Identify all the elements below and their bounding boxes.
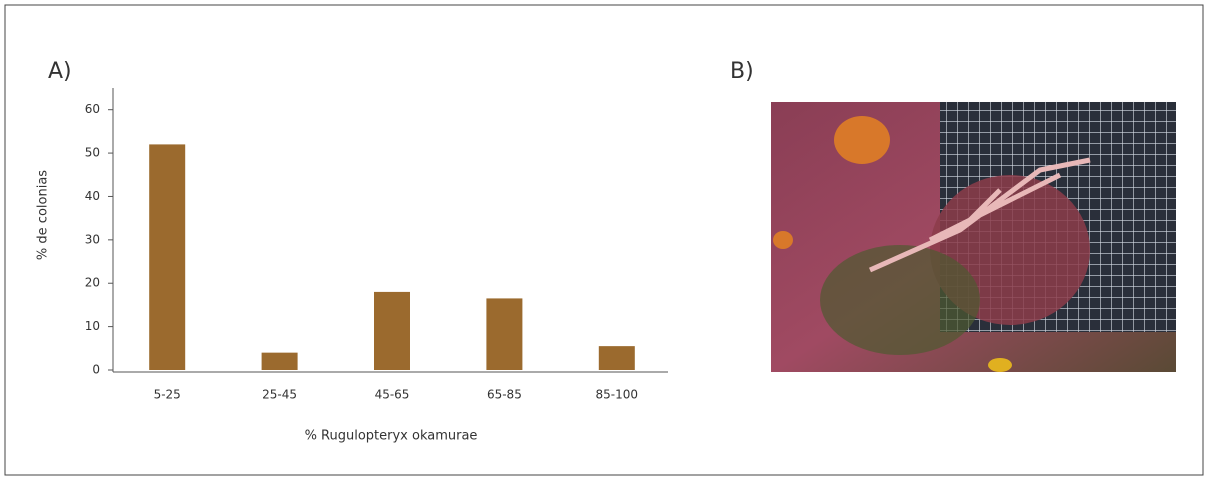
x-tick-label: 25-45: [262, 388, 297, 402]
y-tick-label: 40: [85, 189, 100, 203]
bar: [486, 298, 522, 370]
bar: [599, 346, 635, 370]
x-tick-label: 45-65: [375, 388, 410, 402]
y-tick-label: 50: [85, 146, 100, 160]
bar: [262, 353, 298, 370]
y-tick-label: 30: [85, 232, 100, 246]
y-axis-title: % de colonias: [36, 170, 51, 260]
bar: [374, 292, 410, 370]
y-tick-label: 10: [85, 319, 100, 333]
photo: [771, 102, 1176, 372]
x-tick-label: 85-100: [596, 388, 639, 402]
y-tick-label: 60: [85, 102, 100, 116]
x-tick-label: 65-85: [487, 388, 522, 402]
panel-label: B): [730, 59, 754, 84]
panel-label: A): [48, 59, 72, 84]
y-tick-label: 20: [85, 276, 100, 290]
y-tick-label: 0: [92, 363, 100, 377]
bar: [149, 144, 185, 370]
x-axis-title: % Rugulopteryx okamurae: [305, 429, 478, 444]
x-tick-label: 5-25: [154, 388, 181, 402]
figure: A) B) % Rugulopteryx okamurae % de colon…: [0, 0, 1209, 480]
